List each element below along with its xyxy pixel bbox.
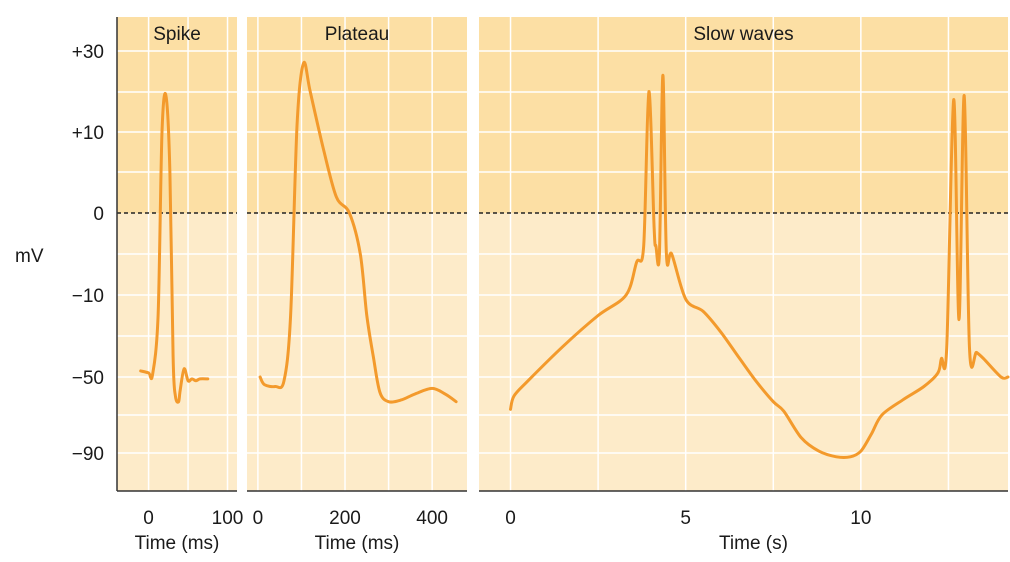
background-negative [117, 213, 237, 491]
x-tick-label: 400 [416, 508, 448, 529]
panel-1: Spike 0 100 Time (ms) [116, 17, 244, 554]
background-negative [247, 213, 467, 491]
x-axis-label: Time (ms) [315, 533, 400, 554]
y-axis-label: mV [15, 246, 44, 267]
panel-title: Slow waves [693, 24, 793, 45]
voltage-trace [139, 92, 210, 404]
panel-3: Slow waves 0 5 10 Time (s) [479, 17, 1010, 554]
x-tick-label: 0 [253, 508, 264, 529]
background-positive [479, 17, 1008, 213]
background-positive [117, 17, 237, 213]
panel-title: Spike [153, 24, 201, 45]
y-tick-label: −90 [72, 444, 104, 465]
x-axis-label: Time (s) [719, 533, 788, 554]
y-ticks: +30 +10 0 −10 −50 −90 [72, 42, 104, 465]
x-tick-label: 0 [505, 508, 516, 529]
y-tick-label: −10 [72, 286, 104, 307]
voltage-trace [258, 60, 458, 404]
x-tick-label: 5 [680, 508, 691, 529]
background-negative [479, 213, 1008, 491]
y-tick-label: +10 [72, 123, 104, 144]
panel-2: Plateau 0 200 400 Time (ms) [247, 17, 467, 554]
x-tick-label: 0 [143, 508, 154, 529]
x-tick-label: 200 [329, 508, 361, 529]
y-tick-label: +30 [72, 42, 104, 63]
panel-title: Plateau [325, 24, 389, 45]
background-positive [247, 17, 467, 213]
y-tick-label: 0 [93, 204, 104, 225]
x-axis-label: Time (ms) [135, 533, 220, 554]
voltage-trace [509, 73, 1010, 459]
x-tick-label: 100 [212, 508, 244, 529]
x-tick-label: 10 [850, 508, 871, 529]
y-tick-label: −50 [72, 368, 104, 389]
